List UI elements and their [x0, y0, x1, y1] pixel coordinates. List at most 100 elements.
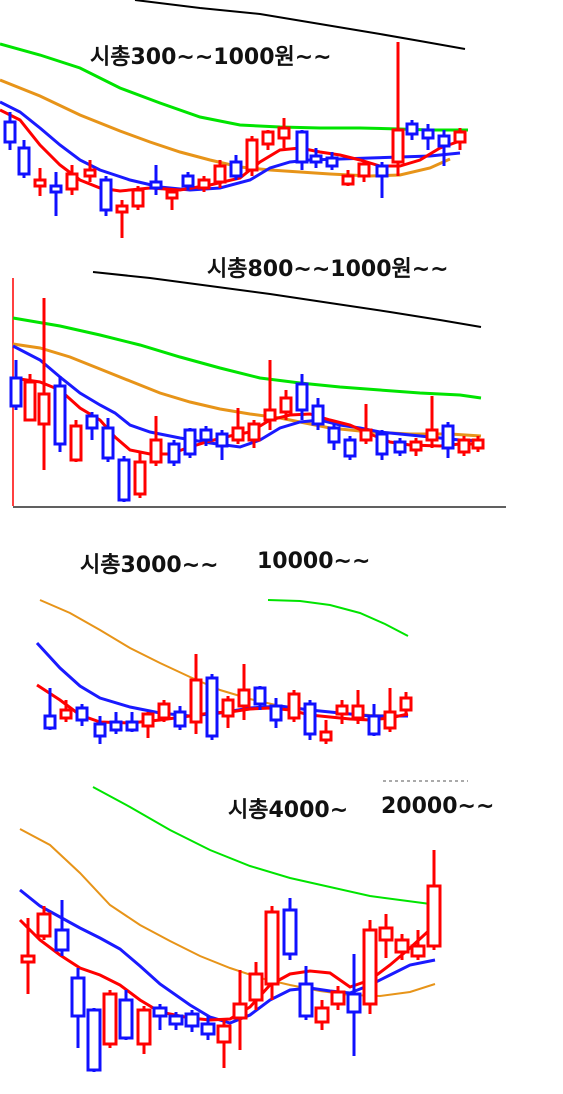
candle-up: [378, 926, 394, 942]
ma-green-line: [12, 316, 482, 400]
candle-down: [205, 676, 219, 738]
candle-down: [441, 424, 455, 450]
candle-down: [295, 130, 309, 164]
candle-down: [70, 976, 86, 1018]
ma-black-line: [92, 271, 482, 328]
panel-4-subtitle: 20000~~: [381, 794, 494, 819]
candle-up: [383, 710, 397, 730]
candle-up: [287, 692, 301, 720]
candle-up: [314, 1006, 330, 1024]
panel-2: 시총800~~1000원~~: [9, 257, 506, 508]
candle-down: [229, 160, 243, 178]
candle-down: [303, 702, 317, 736]
candle-up: [231, 426, 245, 442]
ma-green-line: [92, 786, 439, 906]
candle-down: [93, 722, 107, 738]
candle-down: [149, 180, 163, 190]
panel-4: 시총4000~ 20000~~: [18, 780, 494, 1072]
candle-down: [375, 164, 389, 178]
candle-down: [117, 458, 131, 502]
candle-down: [54, 928, 70, 952]
candle-up: [83, 168, 97, 178]
ma-black-line: [134, 0, 466, 50]
candle-down: [152, 1006, 168, 1018]
candle-up: [165, 190, 179, 200]
candle-down: [3, 120, 17, 144]
ma-green-line: [267, 599, 409, 637]
candle-down: [173, 710, 187, 728]
candle-up: [23, 380, 37, 422]
candle-down: [9, 376, 23, 408]
candle-down: [405, 122, 419, 136]
candle-down: [343, 438, 357, 458]
panel-3-subtitle: 10000~~: [257, 549, 370, 574]
candle-down: [49, 184, 63, 194]
candle-down: [298, 982, 314, 1018]
candle-down: [109, 720, 123, 732]
candle-up: [157, 702, 171, 720]
candle-up: [197, 178, 211, 190]
candle-down: [85, 414, 99, 430]
candle-up: [410, 944, 426, 958]
candle-up: [59, 708, 73, 720]
candle-up: [36, 912, 52, 938]
candle-up: [247, 422, 261, 442]
candles-panel-1: [3, 42, 467, 238]
candle-down: [437, 134, 451, 148]
candle-down: [184, 1012, 200, 1028]
candle-up: [319, 730, 333, 742]
candle-up: [102, 992, 118, 1046]
candle-down: [168, 1014, 184, 1026]
candles-panel-3: [43, 654, 413, 744]
candle-up: [264, 910, 280, 986]
candle-down: [367, 714, 381, 736]
candle-down: [309, 154, 323, 164]
candle-down: [167, 442, 181, 464]
candle-up: [277, 126, 291, 140]
candle-up: [232, 1002, 248, 1020]
candle-down: [253, 686, 267, 706]
candle-up: [359, 428, 373, 442]
candle-up: [357, 162, 371, 178]
candle-down: [375, 432, 389, 456]
candle-up: [457, 438, 471, 454]
candle-up: [237, 688, 251, 708]
candle-up: [471, 438, 485, 450]
candle-up: [279, 396, 293, 414]
candle-down: [282, 908, 298, 956]
candle-up: [248, 972, 264, 1002]
candle-down: [118, 998, 134, 1040]
candle-down: [86, 1008, 102, 1072]
candle-down: [181, 174, 195, 188]
panel-2-title: 시총800~~1000원~~: [207, 257, 449, 282]
candle-down: [101, 426, 115, 460]
candle-up: [391, 128, 405, 164]
candle-up: [33, 178, 47, 188]
candle-up: [330, 990, 346, 1006]
candle-up: [69, 424, 83, 462]
ma-blue-line: [12, 344, 482, 449]
ma-orange-line: [12, 342, 482, 438]
candle-down: [75, 706, 89, 722]
candle-down: [311, 404, 325, 426]
candle-down: [421, 128, 435, 140]
candle-up: [261, 130, 275, 146]
candle-up: [115, 204, 129, 214]
candle-up: [136, 1008, 152, 1046]
candle-up: [399, 696, 413, 712]
candle-up: [216, 1024, 232, 1044]
candle-up: [20, 954, 36, 964]
candle-down: [53, 384, 67, 446]
candle-up: [409, 440, 423, 452]
candle-down: [215, 432, 229, 448]
candle-down: [125, 720, 139, 732]
candle-up: [149, 438, 163, 464]
candle-up: [141, 712, 155, 728]
candle-up: [133, 460, 147, 496]
candle-up: [245, 138, 259, 172]
candle-up: [221, 698, 235, 718]
panel-1-title: 시총300~~1000원~~: [90, 45, 332, 70]
candle-up: [65, 172, 79, 191]
panel-1: 시총300~~1000원~~: [0, 0, 468, 238]
